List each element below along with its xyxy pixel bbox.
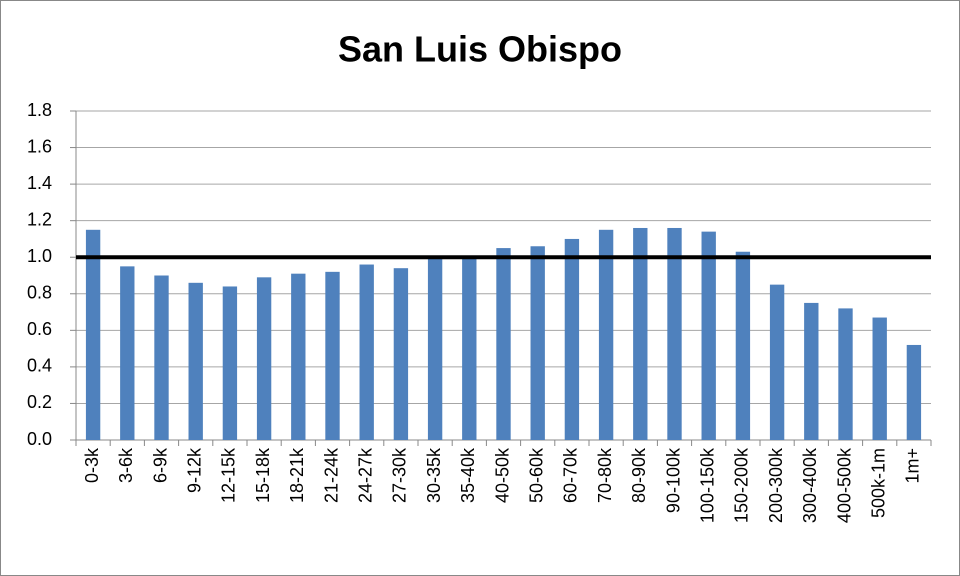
- bar: [769, 284, 785, 440]
- bar: [291, 273, 306, 440]
- x-tick-label: 6-9k: [150, 447, 170, 483]
- x-tick-label: 60-70k: [561, 447, 581, 503]
- x-tick-label: 70-80k: [595, 447, 615, 503]
- x-tick-label: 24-27k: [355, 447, 375, 503]
- y-tick-label: 1.2: [27, 209, 52, 229]
- x-tick-label: 9-12k: [184, 447, 204, 493]
- bar: [633, 227, 648, 440]
- x-tick-label: 27-30k: [390, 447, 410, 503]
- y-tick-label: 0.4: [27, 356, 52, 376]
- y-tick-label: 1.8: [27, 100, 52, 120]
- x-tick-label: 90-100k: [663, 447, 683, 513]
- bar: [154, 275, 169, 440]
- bar: [667, 227, 682, 440]
- x-tick-label: 500k-1m: [868, 448, 888, 518]
- y-tick-label: 0.0: [27, 429, 52, 449]
- bar: [325, 271, 340, 440]
- x-tick-label: 300-400k: [800, 447, 820, 523]
- chart-title: San Luis Obispo: [338, 29, 622, 70]
- x-tick-label: 150-200k: [732, 447, 752, 523]
- bar: [120, 266, 135, 440]
- bar: [462, 257, 477, 440]
- bar: [598, 229, 614, 440]
- bar: [496, 248, 511, 440]
- x-tick-label: 40-50k: [492, 447, 512, 503]
- x-tick-label: 400-500k: [834, 447, 854, 523]
- bar: [838, 308, 853, 440]
- bar: [906, 344, 922, 440]
- bar: [804, 302, 819, 440]
- x-tick-label: 1m+: [903, 448, 923, 484]
- bar: [530, 246, 545, 440]
- x-tick-label: 200-300k: [766, 447, 786, 523]
- x-tick-label: 100-150k: [697, 447, 717, 523]
- x-tick-label: 21-24k: [321, 447, 341, 503]
- y-tick-label: 0.6: [27, 319, 52, 339]
- x-tick-label: 0-3k: [82, 447, 102, 483]
- bar: [222, 286, 238, 440]
- y-tick-label: 1.4: [27, 173, 52, 193]
- bar: [427, 257, 443, 440]
- bar: [256, 277, 272, 440]
- bar: [564, 238, 580, 440]
- x-tick-label: 80-90k: [629, 447, 649, 503]
- x-tick-label: 35-40k: [458, 447, 478, 503]
- bar: [735, 251, 751, 440]
- bar: [872, 317, 887, 440]
- y-tick-label: 0.2: [27, 392, 52, 412]
- x-tick-label: 3-6k: [116, 447, 136, 483]
- y-tick-label: 1.6: [27, 136, 52, 156]
- x-tick-label: 12-15k: [219, 447, 239, 503]
- bar: [359, 264, 374, 440]
- x-tick-label: 15-18k: [253, 447, 273, 503]
- y-tick-label: 0.8: [27, 283, 52, 303]
- y-tick-label: 1.0: [27, 246, 52, 266]
- bar: [393, 268, 409, 440]
- x-tick-label: 50-60k: [526, 447, 546, 503]
- bar: [85, 229, 101, 440]
- bar: [701, 231, 716, 440]
- x-tick-label: 18-21k: [287, 447, 307, 503]
- x-tick-label: 30-35k: [424, 447, 444, 503]
- bar: [188, 282, 203, 440]
